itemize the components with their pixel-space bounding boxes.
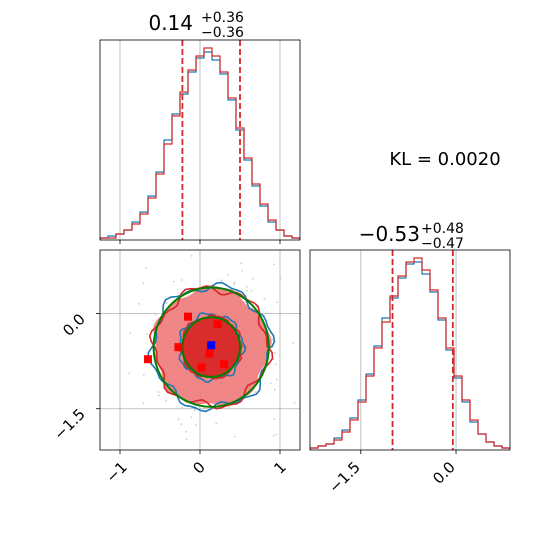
x-tick-label-joint-1: 1 [270,458,289,477]
frame-marginal-param-1 [99,39,301,241]
scatter-point [292,341,294,344]
scatter-point [180,423,183,426]
red-square-marker [174,343,183,352]
red-square-marker [197,363,206,372]
scatter-point [136,238,138,240]
title-param-2-sup: +0.48 [421,221,464,237]
plot-area [100,223,352,450]
scatter-point [250,289,253,292]
scatter-point [245,286,248,288]
scatter-point [157,394,160,397]
scatter-point [129,332,132,334]
scatter-point [165,302,168,304]
red-square-marker [220,360,228,369]
scatter-point [193,409,196,412]
scatter-point [273,388,276,391]
scatter-point [181,406,183,409]
plot-area [100,40,300,240]
marginal-panel-param-2 [310,250,510,454]
x-tick-label-joint-0: 0 [189,458,208,477]
scatter-point [180,279,183,281]
scatter-point [172,280,175,283]
scatter-point [128,372,131,375]
y-tick-label-joint-minus1-5: −1.5 [50,405,88,443]
ellipse-contour [152,286,270,408]
scatter-point [263,297,266,300]
scatter-point [233,283,236,286]
scatter-point [244,300,247,303]
title-param-2-sub: −0.47 [421,236,464,252]
scatter-point [251,277,254,280]
scatter-point [274,363,277,366]
scatter-point [272,434,275,437]
scatter-point [273,418,276,421]
red-square-marker [213,320,222,329]
red-square-marker [144,355,152,364]
scatter-point [227,406,230,409]
scatter-point [142,282,145,285]
scatter-point [279,277,282,280]
scatter-point [240,262,243,265]
contour-line [147,281,276,413]
scatter-point [275,433,278,436]
scatter-point [185,438,188,441]
scatter-point [276,301,278,304]
scatter-point [233,281,236,284]
title-param-1-sup: +0.36 [201,10,244,26]
scatter-point [273,351,276,354]
scatter-point [165,399,168,402]
scatter-point [191,223,193,225]
scatter-point [138,302,140,305]
scatter-point [185,430,188,433]
scatter-point [233,435,236,438]
histogram-series-1 [310,257,510,450]
title-param-1-value: 0.14 [148,11,193,35]
scatter-point [194,424,197,426]
red-square-marker [205,349,214,358]
kl-divergence-label: KL = 0.0020 [389,149,500,170]
x-tick-label-right-0: 0.0 [429,458,459,488]
scatter-point [350,332,352,334]
scatter-point [142,373,145,376]
scatter-point [226,274,229,276]
scatter-point [273,263,275,266]
scatter-point [246,289,248,292]
scatter-point [220,232,222,234]
scatter-point [145,267,148,270]
y-tick-label-joint-0: 0.0 [59,310,89,340]
title-param-1-sub: −0.36 [201,25,244,41]
frame-marginal-param-2 [309,249,511,451]
scatter-point [155,313,157,316]
frame-joint [99,249,301,451]
x-tick-label-joint-minus1: −1 [102,458,130,486]
scatter-point [254,391,257,393]
scatter-point [182,407,185,410]
scatter-point [241,269,243,272]
scatter-point [220,279,223,282]
joint-panel [96,223,352,454]
scatter-point [142,402,145,405]
scatter-point [190,254,193,257]
marginal-panel-param-1 [100,40,300,244]
scatter-point [157,391,160,394]
histogram-series-0 [310,261,510,450]
red-square-marker [184,312,192,321]
scatter-point [293,402,296,404]
scatter-point [271,338,274,341]
scatter-point [215,422,218,425]
plot-area [310,250,510,450]
scatter-point [270,382,272,385]
histogram-series-1 [100,47,300,240]
scatter-point [146,333,149,336]
scatter-point [276,378,278,381]
scatter-point [177,418,180,421]
scatter-point [190,416,193,419]
blue-square-marker [207,341,216,350]
title-param-2-value: −0.53 [359,222,420,246]
x-tick-label-right-minus1-5: −1.5 [325,458,363,496]
